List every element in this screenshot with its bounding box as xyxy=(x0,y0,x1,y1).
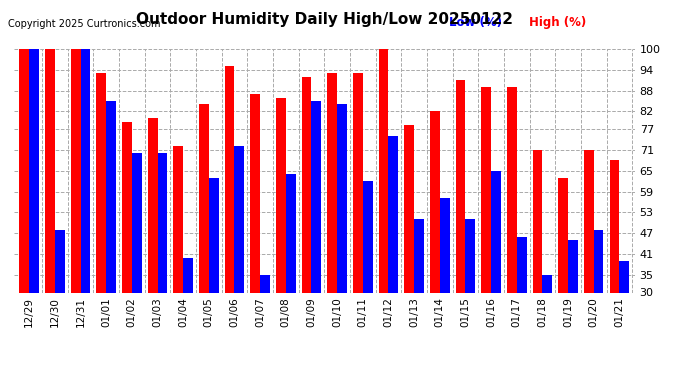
Text: Copyright 2025 Curtronics.com: Copyright 2025 Curtronics.com xyxy=(8,19,160,29)
Bar xyxy=(183,258,193,292)
Bar xyxy=(148,118,157,292)
Bar xyxy=(430,111,440,292)
Bar xyxy=(235,146,244,292)
Bar xyxy=(29,49,39,292)
Bar xyxy=(440,198,449,292)
Bar xyxy=(379,49,388,292)
Bar xyxy=(482,87,491,292)
Bar xyxy=(19,49,29,292)
Bar xyxy=(542,275,552,292)
Bar xyxy=(404,125,414,292)
Bar xyxy=(122,122,132,292)
Bar xyxy=(507,87,517,292)
Bar xyxy=(311,101,322,292)
Text: Low (%): Low (%) xyxy=(448,16,502,29)
Bar xyxy=(491,171,501,292)
Bar xyxy=(302,76,311,292)
Bar xyxy=(593,230,604,292)
Bar xyxy=(71,49,81,292)
Bar xyxy=(584,150,593,292)
Bar xyxy=(106,101,116,292)
Bar xyxy=(337,105,347,292)
Bar xyxy=(45,49,55,292)
Bar xyxy=(81,49,90,292)
Bar xyxy=(209,178,219,292)
Bar xyxy=(414,219,424,292)
Bar xyxy=(363,181,373,292)
Bar xyxy=(173,146,183,292)
Bar xyxy=(225,66,235,292)
Bar xyxy=(286,174,295,292)
Bar xyxy=(455,80,466,292)
Bar xyxy=(276,98,286,292)
Bar xyxy=(517,237,526,292)
Bar xyxy=(157,153,167,292)
Bar xyxy=(620,261,629,292)
Bar xyxy=(466,219,475,292)
Bar xyxy=(97,73,106,292)
Bar xyxy=(388,136,398,292)
Text: High (%): High (%) xyxy=(529,16,586,29)
Bar xyxy=(327,73,337,292)
Bar xyxy=(568,240,578,292)
Bar xyxy=(533,150,542,292)
Bar xyxy=(353,73,363,292)
Bar xyxy=(260,275,270,292)
Title: Outdoor Humidity Daily High/Low 20250122: Outdoor Humidity Daily High/Low 20250122 xyxy=(136,12,513,27)
Bar xyxy=(610,160,620,292)
Bar xyxy=(199,105,209,292)
Bar xyxy=(132,153,141,292)
Bar xyxy=(55,230,65,292)
Bar xyxy=(250,94,260,292)
Bar xyxy=(558,178,568,292)
